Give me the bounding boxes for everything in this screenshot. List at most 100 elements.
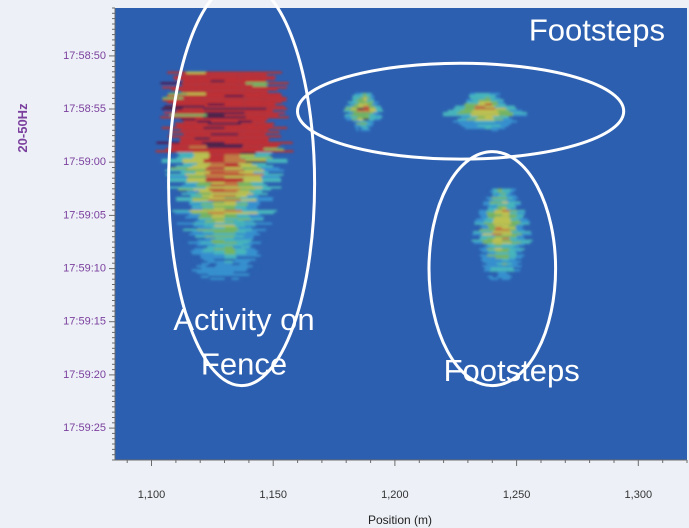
heat-cell xyxy=(211,218,225,221)
heat-cell xyxy=(502,237,510,240)
heat-cell xyxy=(474,120,485,123)
heat-cell xyxy=(506,205,512,208)
heat-cell xyxy=(494,212,502,214)
heat-cell xyxy=(482,250,489,253)
heat-cell xyxy=(494,214,502,216)
heat-cell xyxy=(183,163,197,165)
heat-cell xyxy=(363,101,369,104)
heat-cell xyxy=(245,159,267,161)
heat-cell xyxy=(241,78,259,80)
heat-cell xyxy=(210,184,225,187)
heat-cell xyxy=(256,110,273,112)
heat-cell xyxy=(239,137,255,140)
heat-cell xyxy=(202,207,214,210)
heat-cell xyxy=(224,93,244,95)
heat-cell xyxy=(487,252,495,255)
heat-cell xyxy=(209,154,225,157)
heat-cell xyxy=(246,252,257,255)
heat-cell xyxy=(492,231,502,233)
heat-cell xyxy=(493,116,501,119)
heat-cell xyxy=(483,203,490,206)
heat-cell xyxy=(186,135,206,138)
heat-cell xyxy=(497,199,502,201)
heat-cell xyxy=(491,99,498,102)
heat-cell xyxy=(203,278,211,280)
heat-cell xyxy=(485,110,498,112)
heat-cell xyxy=(509,225,517,227)
heat-cell xyxy=(496,267,503,270)
heat-cell xyxy=(224,248,235,250)
heat-cell xyxy=(262,95,283,97)
heat-cell xyxy=(245,161,267,163)
heat-cell xyxy=(479,237,487,240)
heat-cell xyxy=(264,105,285,108)
heat-cell xyxy=(177,222,193,225)
heat-cell xyxy=(203,108,225,110)
heat-cell xyxy=(224,112,245,114)
heat-cell xyxy=(224,261,233,263)
heat-cell xyxy=(224,135,244,138)
heat-cell xyxy=(363,122,367,125)
heat-cell xyxy=(363,125,367,127)
heat-cell xyxy=(181,91,196,93)
heat-cell xyxy=(253,193,268,195)
heat-cell xyxy=(502,242,512,244)
heat-cell xyxy=(370,95,374,97)
heat-cell xyxy=(503,118,513,121)
heat-cell xyxy=(196,163,211,165)
heat-cell xyxy=(486,212,495,214)
heat-cell xyxy=(363,112,369,114)
heat-cell xyxy=(509,259,516,261)
heat-cell xyxy=(511,199,516,201)
heat-cell xyxy=(496,246,502,248)
heat-cell xyxy=(176,165,193,167)
heat-cell xyxy=(506,271,511,274)
heat-cell xyxy=(224,154,240,157)
heat-cell xyxy=(494,97,500,99)
heat-cell xyxy=(206,167,225,170)
heat-cell xyxy=(235,205,247,208)
heat-cell xyxy=(235,195,248,197)
heat-cell xyxy=(167,71,187,74)
heat-cell xyxy=(206,144,225,146)
annotation-labels: Footsteps Activity on Fence Footsteps xyxy=(173,13,665,388)
heat-cell xyxy=(212,267,225,270)
heat-cell xyxy=(253,129,269,131)
heat-cell xyxy=(224,165,241,167)
heat-cell xyxy=(483,242,493,244)
heat-cell xyxy=(353,112,359,114)
heat-cell xyxy=(224,142,248,144)
heat-cell xyxy=(489,261,496,263)
heat-cell xyxy=(502,273,506,276)
heat-cell xyxy=(248,256,260,259)
heat-cell xyxy=(502,188,507,191)
heat-cell xyxy=(479,95,485,97)
heat-cell xyxy=(239,139,255,142)
heat-cell xyxy=(494,105,505,108)
heat-cell xyxy=(172,210,190,212)
heat-cell xyxy=(174,78,191,80)
heat-cell xyxy=(224,167,243,170)
heat-cell xyxy=(492,195,498,197)
heat-cell xyxy=(205,186,225,189)
heat-cell xyxy=(509,110,523,112)
heat-cell xyxy=(167,101,187,104)
heat-cell xyxy=(206,114,225,116)
heat-cell xyxy=(233,265,244,267)
heat-cell xyxy=(243,144,262,146)
heat-cell xyxy=(208,199,225,201)
heat-cell xyxy=(493,271,498,274)
heat-cell xyxy=(178,150,202,153)
heat-cell xyxy=(506,207,512,210)
heat-cell xyxy=(224,127,246,129)
heat-cell xyxy=(185,216,199,219)
heat-cell xyxy=(176,197,193,199)
heat-cell xyxy=(254,137,269,140)
heat-cell xyxy=(457,114,471,116)
heat-cell xyxy=(208,125,225,127)
heat-cell xyxy=(502,229,510,231)
heat-cell xyxy=(497,276,502,278)
heat-cell xyxy=(502,205,507,208)
heat-cell xyxy=(239,154,255,157)
